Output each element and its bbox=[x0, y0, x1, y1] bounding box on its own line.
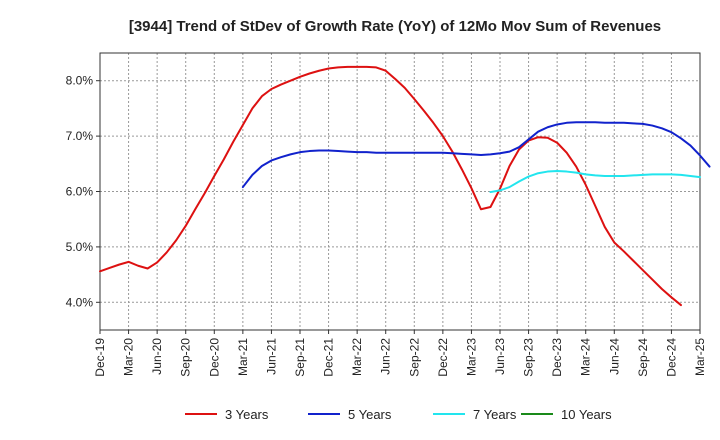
x-tick-label: Mar-24 bbox=[579, 338, 593, 376]
legend-label-3-years: 3 Years bbox=[225, 407, 269, 422]
x-tick-label: Dec-22 bbox=[436, 338, 450, 377]
x-tick-label: Mar-25 bbox=[693, 338, 707, 376]
legend: 3 Years 5 Years 7 Years 10 Years bbox=[185, 407, 612, 422]
y-tick-label: 7.0% bbox=[66, 129, 94, 143]
y-axis: 4.0% 5.0% 6.0% 7.0% 8.0% bbox=[66, 74, 100, 309]
y-tick-label: 6.0% bbox=[66, 185, 94, 199]
series-line-5-years bbox=[241, 121, 711, 189]
x-tick-label: Sep-24 bbox=[636, 338, 650, 377]
legend-label-5-years: 5 Years bbox=[348, 407, 392, 422]
x-tick-label: Dec-23 bbox=[550, 338, 564, 377]
x-tick-label: Jun-21 bbox=[264, 338, 278, 375]
x-tick-label: Dec-20 bbox=[207, 338, 221, 377]
x-tick-label: Sep-23 bbox=[522, 338, 536, 377]
legend-label-10-years: 10 Years bbox=[561, 407, 612, 422]
x-tick-label: Jun-20 bbox=[150, 338, 164, 375]
x-tick-label: Mar-22 bbox=[350, 338, 364, 376]
y-tick-label: 5.0% bbox=[66, 240, 94, 254]
x-tick-label: Sep-20 bbox=[179, 338, 193, 377]
y-tick-label: 4.0% bbox=[66, 295, 94, 309]
x-tick-label: Dec-21 bbox=[322, 338, 336, 377]
x-tick-label: Dec-24 bbox=[664, 338, 678, 377]
x-tick-label: Jun-22 bbox=[379, 338, 393, 375]
x-tick-label: Mar-20 bbox=[122, 338, 136, 376]
series-line-7-years bbox=[489, 170, 701, 194]
x-tick-label: Jun-24 bbox=[607, 338, 621, 375]
x-tick-label: Sep-21 bbox=[293, 338, 307, 377]
series-lines bbox=[99, 65, 711, 307]
x-tick-label: Mar-21 bbox=[236, 338, 250, 376]
x-axis: Dec-19 Mar-20 Jun-20 Sep-20 Dec-20 Mar-21 Jun-… bbox=[93, 330, 707, 377]
grid-lines bbox=[100, 53, 700, 330]
x-tick-label: Jun-23 bbox=[493, 338, 507, 375]
series-line-3-years bbox=[99, 65, 682, 307]
x-tick-label: Dec-19 bbox=[93, 338, 107, 377]
chart-title: [3944] Trend of StDev of Growth Rate (Yo… bbox=[129, 18, 661, 35]
y-tick-label: 8.0% bbox=[66, 74, 94, 88]
x-tick-label: Mar-23 bbox=[464, 338, 478, 376]
legend-label-7-years: 7 Years bbox=[473, 407, 517, 422]
x-tick-label: Sep-22 bbox=[407, 338, 421, 377]
